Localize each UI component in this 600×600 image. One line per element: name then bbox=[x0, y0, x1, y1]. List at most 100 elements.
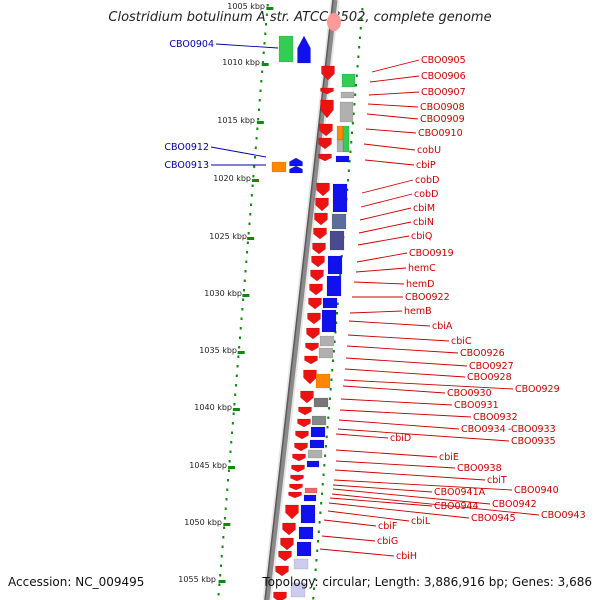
connector-rev-9 bbox=[360, 193, 413, 208]
gc-dot bbox=[357, 55, 360, 58]
ruler-dot bbox=[242, 289, 245, 292]
gene-label-cbic[interactable]: cbiC bbox=[451, 336, 472, 347]
gene-label-cbo0922[interactable]: CBO0922 bbox=[405, 292, 450, 303]
gene-cbo0904-arrow bbox=[297, 35, 311, 64]
gc-dot bbox=[336, 312, 338, 315]
ruler-label-1030: 1030 kbp bbox=[204, 289, 242, 298]
gene-label-cbo0910[interactable]: CBO0910 bbox=[418, 128, 463, 139]
gene-label-cbo0913[interactable]: CBO0913 bbox=[164, 160, 209, 171]
connector-rev-12 bbox=[357, 235, 410, 246]
gene-label-hemb[interactable]: hemB bbox=[404, 306, 432, 317]
gene-label-cbo0928[interactable]: CBO0928 bbox=[467, 372, 512, 383]
connector-rev-24 bbox=[342, 385, 446, 394]
gene-label-cbo0931[interactable]: CBO0931 bbox=[454, 400, 499, 411]
connector-rev-31 bbox=[335, 460, 456, 469]
ruler-dot bbox=[259, 89, 262, 92]
gene-rev-arrow-14 bbox=[308, 297, 322, 310]
gene-label-cbo0906[interactable]: CBO0906 bbox=[421, 71, 466, 82]
gc-dot bbox=[351, 131, 354, 134]
gene-label-cbia[interactable]: cbiA bbox=[432, 321, 453, 332]
gc-dot bbox=[327, 416, 330, 419]
gene-rev-arrow-6 bbox=[316, 182, 330, 197]
gene-label-cbih[interactable]: cbiH bbox=[396, 551, 417, 562]
gene-label-cbin[interactable]: cbiN bbox=[413, 217, 434, 228]
connector-rev-1 bbox=[369, 75, 420, 83]
gene-label-cobu[interactable]: cobU bbox=[417, 145, 441, 156]
ruler-label-1050: 1050 kbp bbox=[184, 518, 222, 527]
gene-label-hemc[interactable]: hemC bbox=[408, 263, 436, 274]
gene-rev-box-5 bbox=[336, 139, 344, 153]
gene-label-cbo0909[interactable]: CBO0909 bbox=[420, 114, 465, 125]
ruler-dot bbox=[236, 365, 239, 368]
gene-label-cbo0907[interactable]: CBO0907 bbox=[421, 87, 466, 98]
gene-label-cbiq[interactable]: cbiQ bbox=[411, 231, 432, 242]
gene-label-cbo0926[interactable]: CBO0926 bbox=[460, 348, 505, 359]
ruler-tick bbox=[252, 179, 259, 182]
gene-label-cbo0941a[interactable]: CBO0941A bbox=[434, 487, 486, 498]
gene-label-cobd-2[interactable]: cobD bbox=[414, 189, 438, 200]
gc-dot bbox=[331, 369, 334, 372]
gc-dot bbox=[336, 302, 339, 305]
ruler-dot bbox=[255, 137, 258, 140]
ruler-dot bbox=[223, 517, 226, 520]
gene-label-cbo0904[interactable]: CBO0904 bbox=[169, 39, 214, 50]
gene-label-cbo0919[interactable]: CBO0919 bbox=[409, 248, 454, 259]
ruler-dot bbox=[250, 203, 253, 206]
ruler-dot bbox=[235, 374, 238, 377]
gene-label-cbit[interactable]: cbiT bbox=[487, 475, 507, 486]
ruler-dot bbox=[234, 393, 237, 396]
label-connectors bbox=[210, 43, 540, 557]
gene-label-cbo0944[interactable]: CBO0944 bbox=[434, 501, 479, 512]
gene-label-cbo0930[interactable]: CBO0930 bbox=[447, 388, 492, 399]
gene-label-cbo0938[interactable]: CBO0938 bbox=[457, 463, 502, 474]
gc-dot bbox=[316, 549, 319, 552]
gene-label-cbo0945[interactable]: CBO0945 bbox=[471, 513, 516, 524]
gene-label-cbo0905[interactable]: CBO0905 bbox=[421, 55, 466, 66]
gene-label-cbo0943[interactable]: CBO0943 bbox=[541, 510, 586, 521]
gene-label-cbie[interactable]: cbiE bbox=[439, 452, 459, 463]
gene-cbo0913b-arrow bbox=[289, 165, 303, 174]
connector-rev-20 bbox=[346, 345, 459, 354]
gc-dot bbox=[361, 8, 364, 11]
gene-label-cbim[interactable]: cbiM bbox=[413, 203, 435, 214]
connector-rev-19 bbox=[347, 334, 450, 342]
gene-rev-arrow-22 bbox=[297, 418, 311, 428]
gene-label-cbo0940[interactable]: CBO0940 bbox=[514, 485, 559, 496]
gc-dot bbox=[332, 350, 335, 353]
gene-label-cbo0934[interactable]: CBO0934 bbox=[461, 424, 506, 435]
gene-label-cbip[interactable]: cbiP bbox=[416, 160, 436, 171]
gene-rev-arrow-19 bbox=[303, 369, 317, 385]
gene-label-cbo0927[interactable]: CBO0927 bbox=[469, 361, 514, 372]
ruler-dot bbox=[257, 118, 260, 121]
connector-rev-4 bbox=[366, 113, 419, 120]
ruler-dot bbox=[262, 51, 265, 54]
gene-label-cbig[interactable]: cbiG bbox=[377, 536, 398, 547]
gene-label-cbo0932[interactable]: CBO0932 bbox=[473, 412, 518, 423]
gene-rev-arrow-9 bbox=[313, 227, 327, 240]
gc-dot bbox=[320, 492, 323, 495]
gene-label-cbo0933[interactable]: CBO0933 bbox=[511, 424, 556, 435]
gene-label-cbif[interactable]: cbiF bbox=[378, 521, 397, 532]
gene-rev-box-13 bbox=[321, 309, 337, 333]
gene-rev-arrow-20 bbox=[300, 390, 314, 404]
gene-label-cbo0908[interactable]: CBO0908 bbox=[420, 102, 465, 113]
gene-label-cbo0942[interactable]: CBO0942 bbox=[492, 499, 537, 510]
gc-dot bbox=[317, 530, 320, 533]
gene-rev-box-2 bbox=[339, 101, 354, 123]
ruler-dot bbox=[237, 355, 240, 358]
gene-label-cbo0929[interactable]: CBO0929 bbox=[515, 384, 560, 395]
gene-rev-arrow-12 bbox=[310, 269, 324, 282]
gene-label-cbid[interactable]: cbiD bbox=[390, 433, 411, 444]
connector-rev-23 bbox=[343, 379, 514, 390]
gc-dot bbox=[347, 169, 350, 172]
ruler-dot bbox=[227, 469, 230, 472]
gene-rev-box-7 bbox=[332, 183, 348, 213]
ruler-label-1035: 1035 kbp bbox=[199, 346, 237, 355]
gene-label-cobd-1[interactable]: cobD bbox=[415, 175, 439, 186]
gene-label-cbo0912[interactable]: CBO0912 bbox=[164, 142, 209, 153]
gene-label-cbil[interactable]: cbiL bbox=[411, 516, 431, 527]
gc-dot bbox=[324, 445, 327, 448]
gene-label-hemd[interactable]: hemD bbox=[406, 279, 434, 290]
gene-label-cbo0935[interactable]: CBO0935 bbox=[511, 436, 556, 447]
gene-rev-arrow-25 bbox=[292, 453, 306, 462]
